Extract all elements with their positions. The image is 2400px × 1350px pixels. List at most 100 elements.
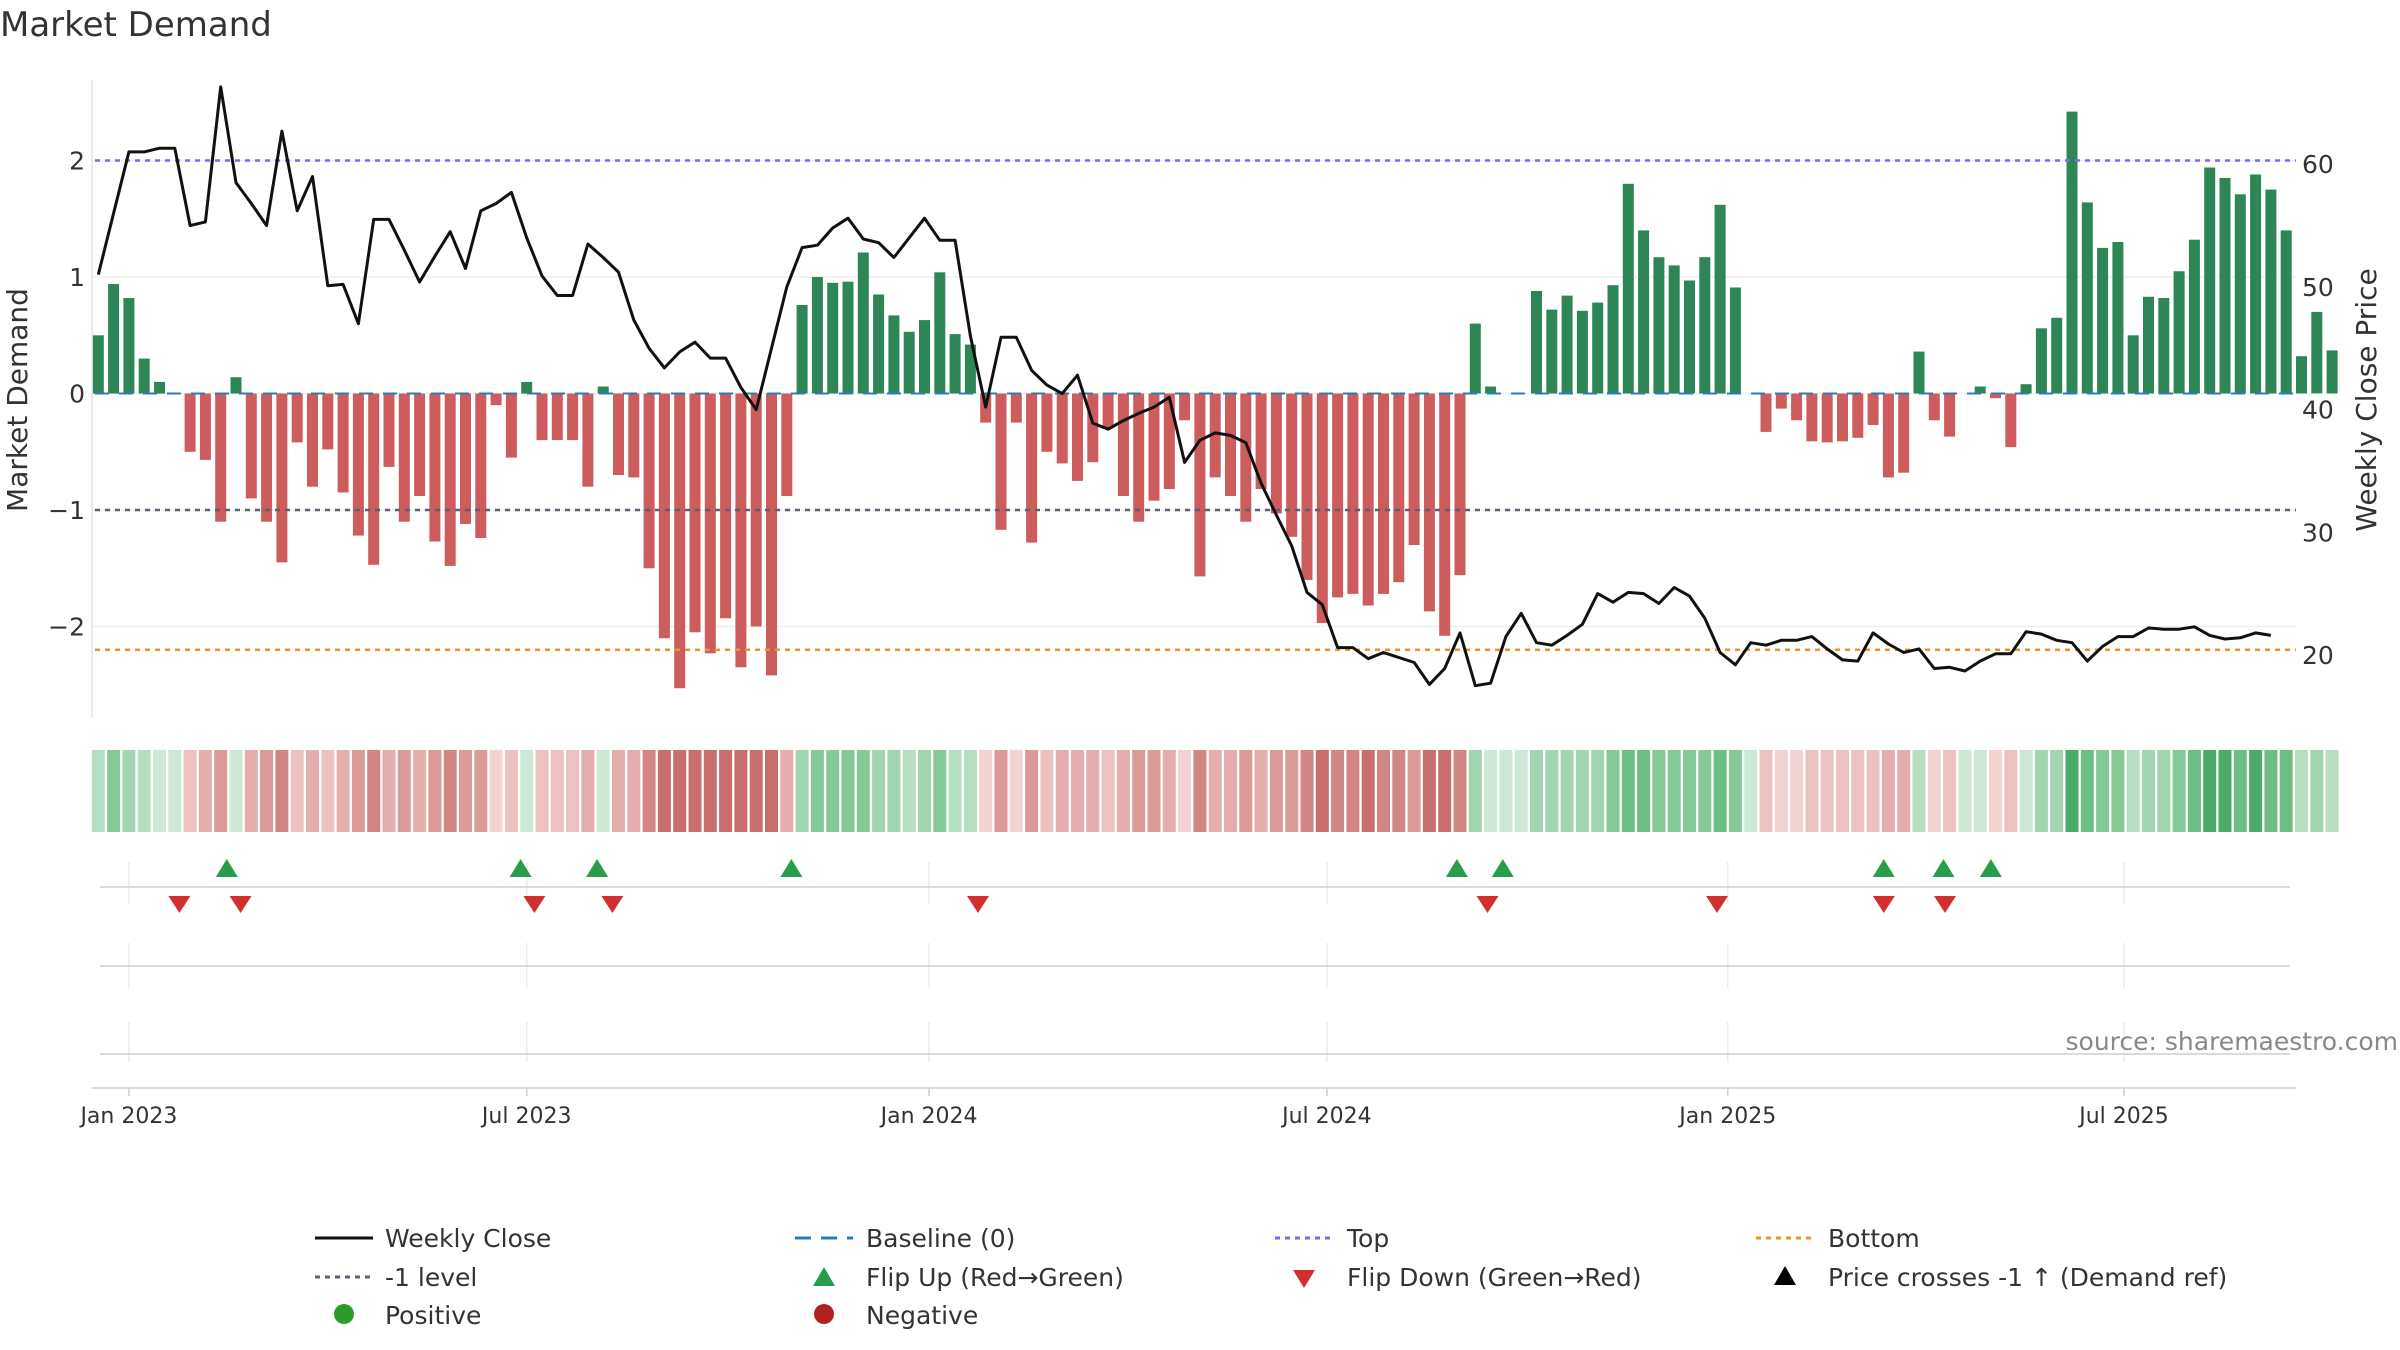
demand-bar [521,381,533,394]
x-tick-label: Jul 2025 [2077,1104,2169,1129]
demand-bar [1699,257,1711,394]
right-tick-label: 30 [2302,518,2334,547]
heat-cell [1193,750,1207,832]
heat-cell [504,750,518,832]
heat-cell [1683,750,1696,832]
demand-bar [2143,296,2154,394]
legend-flip-down-label: Flip Down (Green→Red) [1347,1263,1642,1292]
heat-cell [841,750,855,832]
heat-cell [1269,750,1283,832]
left-tick-label: 2 [69,147,85,176]
legend-price-cross-label: Price crosses -1 ↑ (Demand ref) [1828,1263,2227,1292]
demand-bar [827,282,839,394]
heat-cell [1086,750,1100,832]
right-tick-label: 60 [2302,150,2334,179]
demand-bar [2311,311,2323,394]
demand-bar [1087,393,1099,463]
demand-bar [1974,386,1986,394]
heat-cell [2172,750,2186,832]
flip-down-marker [1872,896,1895,913]
heat-cell [1438,750,1452,832]
demand-bar [1684,280,1695,394]
heat-cell [443,750,457,832]
demand-bar [352,393,364,536]
demand-bar [2326,350,2338,394]
heat-cell [1392,750,1406,832]
heat-cell [1147,750,1161,832]
demand-bar [245,393,257,499]
flip-up-marker [509,859,532,877]
demand-bar [368,393,380,565]
heat-cell [1040,750,1054,832]
heat-cell [1254,750,1268,832]
demand-bar [1393,393,1405,583]
heat-cell [1851,750,1865,832]
heat-cell [1728,750,1742,832]
demand-bar [1928,393,1940,421]
demand-bar [398,393,410,522]
demand-bar [766,393,777,676]
heat-cell [428,750,442,832]
heat-cell [933,750,947,832]
heat-cell [1744,750,1758,832]
right-tick-label: 50 [2302,273,2334,302]
demand-bar [230,377,242,394]
heat-cell [290,750,304,832]
demand-bar [949,334,961,394]
demand-bar [2066,111,2078,394]
demand-bar [108,284,120,394]
demand-bar [1194,393,1206,577]
flip-up-marker [1445,859,1468,877]
heat-cell [1836,750,1849,832]
heat-cell [2310,750,2324,832]
demand-bar [261,393,273,522]
demand-bar [291,393,303,443]
legend-weekly-close-label: Weekly Close [385,1224,551,1253]
demand-bar [1622,183,1634,394]
chart-title: Market Demand [0,5,272,45]
heat-cell [1912,750,1926,832]
demand-bar [1010,393,1022,423]
heat-cell [2096,750,2110,832]
left-axis-label: Market Demand [1,288,34,512]
heat-cell [2187,750,2201,832]
demand-bars [92,111,2338,689]
heat-cell [214,750,228,832]
demand-bar [1102,393,1114,429]
demand-bar [1316,393,1328,623]
demand-bar [322,393,334,450]
demand-bar [1301,393,1313,580]
heat-cell [1132,750,1146,832]
legend-top-label: Top [1346,1224,1389,1253]
demand-bar [1607,285,1619,394]
heat-cell [137,750,151,832]
heat-cell [1989,750,2002,832]
demand-bar [475,393,487,538]
demand-bar [2250,174,2262,394]
demand-bar [582,393,594,487]
flip-up-marker [1872,859,1895,877]
heat-cell [1101,750,1115,832]
right-tick-label: 40 [2302,396,2334,425]
demand-bar [1775,393,1787,409]
heat-cell [1162,750,1176,832]
heat-cell [1453,750,1467,832]
heat-cell [795,750,809,832]
heat-cell [749,750,763,832]
heat-cell [413,750,427,832]
heat-cell [2157,750,2171,832]
heat-cell [489,750,503,832]
legend-flip-up-label: Flip Up (Red→Green) [866,1263,1124,1292]
heat-cell [703,750,717,832]
heat-cell [2279,750,2293,832]
demand-bar [2173,271,2185,394]
heat-cell [1239,750,1253,832]
heat-cell [1973,750,1987,832]
demand-bar [1332,393,1344,598]
demand-bar [1423,393,1435,612]
heat-cell [688,750,702,832]
flip-up-marker [215,859,238,877]
demand-bar [1653,257,1665,394]
demand-bar [1163,393,1175,489]
heat-cell [1422,750,1436,832]
